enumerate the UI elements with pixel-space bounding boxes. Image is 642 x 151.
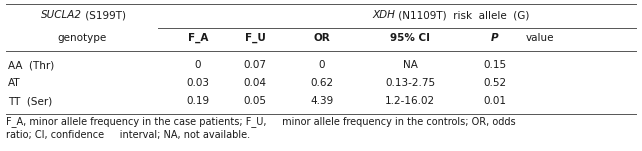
- Text: OR: OR: [314, 33, 331, 43]
- Text: 0.01: 0.01: [483, 96, 507, 106]
- Text: 0.05: 0.05: [243, 96, 266, 106]
- Text: P: P: [491, 33, 499, 43]
- Text: F_A, minor allele frequency in the case patients; F_U,     minor allele frequenc: F_A, minor allele frequency in the case …: [6, 117, 516, 127]
- Text: 0.52: 0.52: [483, 78, 507, 88]
- Text: 0.62: 0.62: [311, 78, 334, 88]
- Text: 1.2-16.02: 1.2-16.02: [385, 96, 435, 106]
- Text: AT: AT: [8, 78, 21, 88]
- Text: 0.07: 0.07: [243, 60, 266, 70]
- Text: value: value: [526, 33, 554, 43]
- Text: 0.13-2.75: 0.13-2.75: [385, 78, 435, 88]
- Text: 0.19: 0.19: [186, 96, 209, 106]
- Text: F_U: F_U: [245, 33, 265, 43]
- Text: ratio; CI, confidence     interval; NA, not available.: ratio; CI, confidence interval; NA, not …: [6, 130, 250, 140]
- Text: 0.03: 0.03: [186, 78, 209, 88]
- Text: XDH: XDH: [372, 10, 395, 20]
- Text: F_A: F_A: [188, 33, 208, 43]
- Text: 0: 0: [318, 60, 325, 70]
- Text: 0.15: 0.15: [483, 60, 507, 70]
- Text: NA: NA: [403, 60, 417, 70]
- Text: (S199T): (S199T): [82, 10, 126, 20]
- Text: 95% CI: 95% CI: [390, 33, 430, 43]
- Text: genotype: genotype: [57, 33, 107, 43]
- Text: 0: 0: [195, 60, 201, 70]
- Text: (N1109T)  risk  allele  (G): (N1109T) risk allele (G): [395, 10, 530, 20]
- Text: 4.39: 4.39: [310, 96, 334, 106]
- Text: TT  (Ser): TT (Ser): [8, 96, 52, 106]
- Text: 0.04: 0.04: [243, 78, 266, 88]
- Text: AA  (Thr): AA (Thr): [8, 60, 55, 70]
- Text: SUCLA2: SUCLA2: [41, 10, 82, 20]
